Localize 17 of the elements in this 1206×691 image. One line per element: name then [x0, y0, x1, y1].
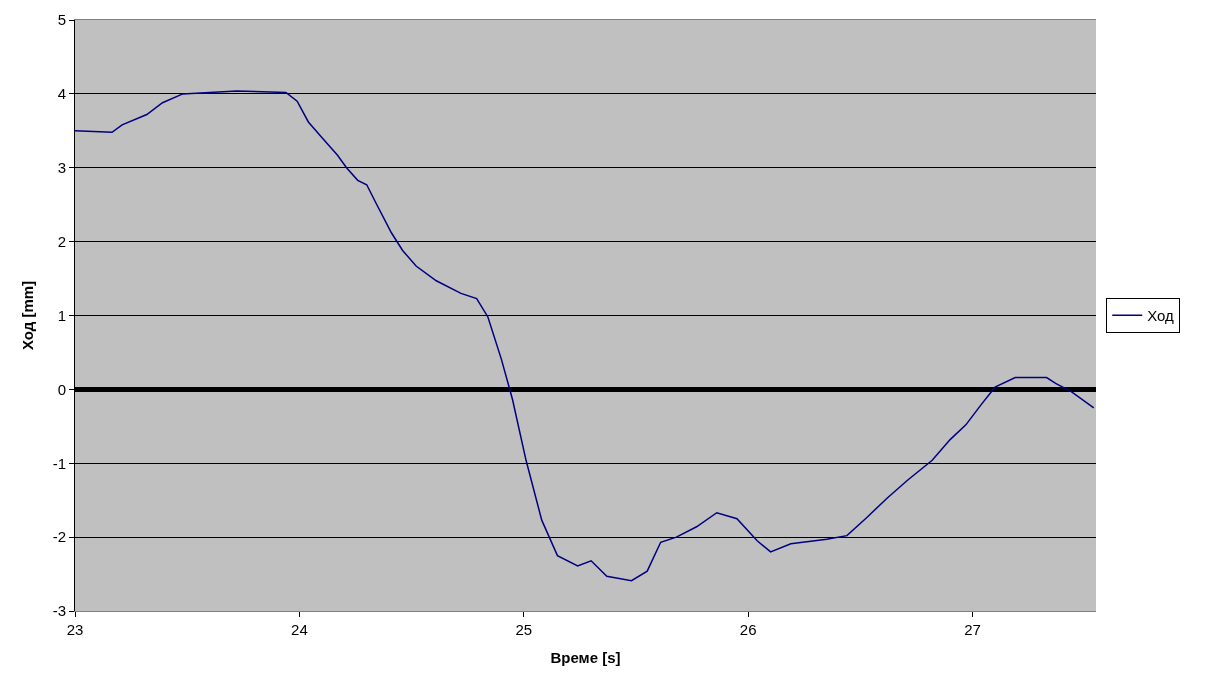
- y-tick-label: 1: [57, 306, 66, 324]
- x-tick-label: 25: [515, 621, 533, 638]
- x-tick-label: 23: [66, 621, 84, 638]
- x-axis-title: Време [s]: [550, 649, 621, 666]
- y-tick-label: 3: [57, 159, 66, 176]
- y-tick-label: -2: [52, 528, 66, 546]
- y-tick-label: 5: [57, 11, 66, 29]
- y-tick-label: 0: [57, 380, 66, 398]
- x-tick-label: 24: [291, 621, 308, 638]
- x-tick-label: 27: [964, 621, 981, 638]
- y-tick-label: -1: [52, 454, 66, 472]
- legend-label: Ход: [1147, 307, 1175, 325]
- y-tick-label: 4: [57, 85, 66, 103]
- y-tick-label: 2: [57, 232, 66, 250]
- y-tick-label: -3: [52, 602, 66, 620]
- y-axis-title: Ход [mm]: [18, 280, 36, 351]
- x-tick-label: 26: [739, 621, 757, 638]
